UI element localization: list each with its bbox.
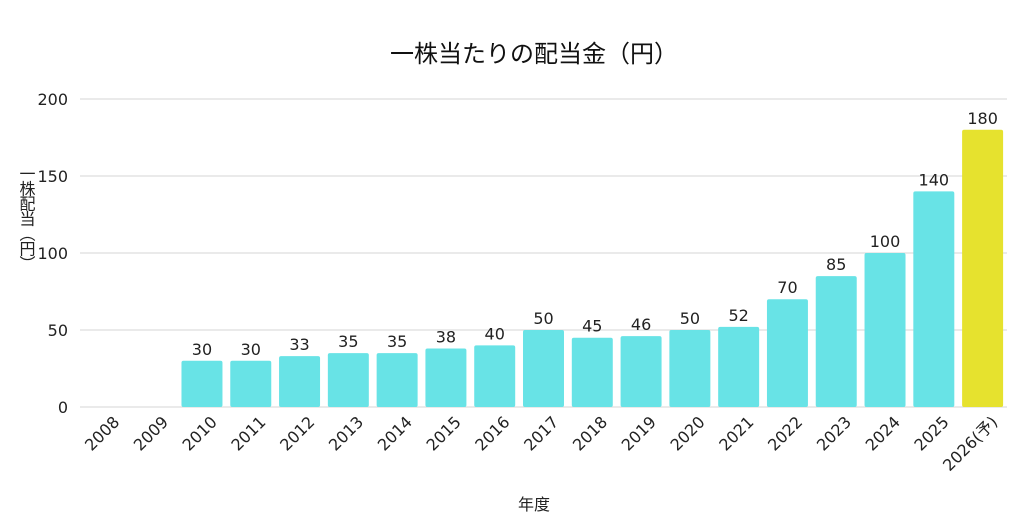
x-tick-label: 2025: [910, 412, 952, 454]
bar: [718, 326, 760, 407]
x-tick-label: 2024: [862, 412, 904, 454]
x-tick-label: 2008: [81, 412, 123, 454]
bar: [815, 276, 857, 407]
data-label: 35: [338, 332, 358, 351]
bar: [669, 330, 711, 407]
data-label: 45: [582, 317, 602, 336]
x-tick-label: 2013: [325, 412, 367, 454]
bar: [864, 253, 906, 407]
bar: [962, 129, 1004, 408]
x-tick-label: 2018: [569, 412, 611, 454]
bar: [474, 345, 516, 407]
data-label: 85: [826, 255, 846, 274]
bars: [181, 129, 1004, 408]
data-label: 50: [680, 309, 700, 328]
data-label: 140: [919, 170, 950, 189]
x-tick-label: 2020: [666, 412, 708, 454]
data-label: 70: [777, 278, 797, 297]
bar: [279, 356, 321, 407]
data-label: 30: [192, 340, 212, 359]
data-label: 35: [387, 332, 407, 351]
x-tick-label: 2012: [276, 412, 318, 454]
x-tick-label: 2016: [471, 412, 513, 454]
y-tick-label: 200: [37, 90, 68, 109]
x-tick-label: 2022: [764, 412, 806, 454]
bar: [425, 348, 467, 407]
data-label: 46: [631, 315, 651, 334]
x-tick-label: 2010: [179, 412, 221, 454]
x-tick-label: 2014: [374, 412, 416, 454]
data-label: 33: [289, 335, 309, 354]
data-labels: 30 30 33 35 35 38 40 50 45 46 50 52 70 85 100 140 180: [192, 109, 998, 359]
y-axis-title-group: 一株配当（円）: [17, 166, 36, 271]
data-label: 50: [533, 309, 553, 328]
x-tick-label: 2011: [227, 412, 269, 454]
bar: [913, 191, 955, 407]
bar: [376, 353, 418, 407]
y-tick-label: 150: [37, 167, 68, 186]
y-tick-label: 0: [58, 398, 68, 417]
data-label: 30: [241, 340, 261, 359]
bar: [620, 336, 662, 407]
data-label: 38: [436, 327, 456, 346]
bar: [766, 299, 808, 407]
data-label: 100: [870, 232, 901, 251]
bar: [523, 330, 564, 407]
y-tick-label: 50: [48, 321, 68, 340]
x-tick-label: 2009: [130, 412, 172, 454]
data-label: 180: [967, 109, 998, 128]
bar: [181, 360, 223, 407]
x-tick-label: 2017: [520, 412, 562, 454]
y-axis-ticks: 0 50 100 150 200: [37, 90, 68, 417]
x-tick-label: 2019: [618, 412, 660, 454]
bar: [230, 360, 272, 407]
bar: [327, 353, 369, 407]
chart-title: 一株当たりの配当金（円）: [390, 40, 678, 68]
x-tick-label: 2015: [423, 412, 465, 454]
x-tick-label: 2021: [715, 412, 757, 454]
x-axis-ticks: 2008 2009 2010 2011 2012 2013 2014 2015 2016 2017…: [81, 412, 1001, 474]
bar: [571, 337, 613, 407]
y-axis-title: 一株配当（円）: [17, 166, 36, 271]
x-tick-label: 2023: [813, 412, 855, 454]
y-tick-label: 100: [37, 244, 68, 263]
data-label: 40: [485, 324, 505, 343]
data-label: 52: [728, 306, 748, 325]
x-axis-title: 年度: [518, 495, 550, 514]
